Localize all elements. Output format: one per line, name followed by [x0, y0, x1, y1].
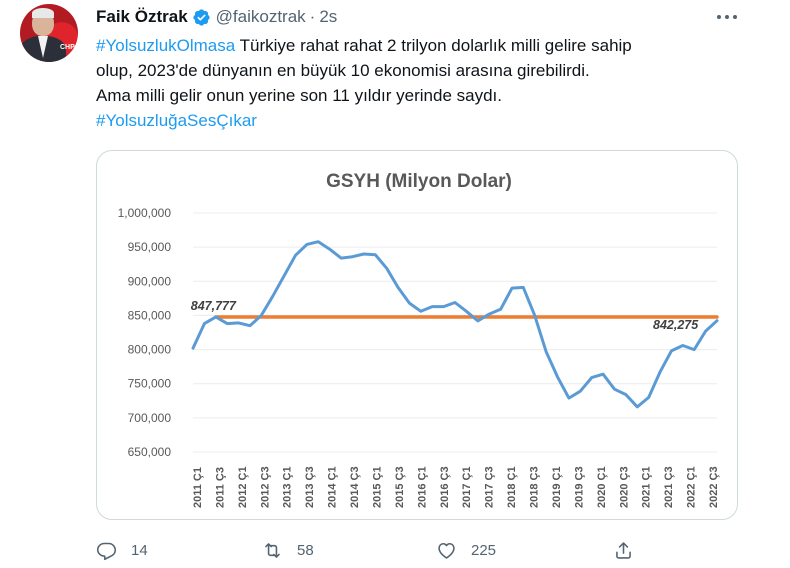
- x-tick-label: 2021 Ç3: [663, 466, 675, 508]
- x-tick-label: 2012 Ç1: [237, 466, 249, 508]
- like-icon: [438, 542, 455, 559]
- tweet-line-4: #YolsuzluğaSesÇıkar: [96, 108, 736, 133]
- x-tick-label: 2022 Ç1: [686, 466, 698, 508]
- tweet-actions: 14 58 225: [96, 536, 636, 564]
- avatar-shirt: [38, 36, 48, 58]
- tweet-line-3: Ama milli gelir onun yerine son 11 yıldı…: [96, 86, 502, 105]
- x-tick-label: 2019 Ç1: [551, 466, 563, 508]
- more-dot: [717, 15, 721, 19]
- chart-marks: [191, 240, 719, 409]
- x-tick-label: 2014 Ç3: [349, 466, 361, 508]
- tweet-media-card[interactable]: GSYH (Milyon Dolar) 1,000,000 950,000 900,…: [96, 150, 738, 520]
- data-labels: 847,777 842,275: [191, 299, 699, 332]
- gdp-line-chart: GSYH (Milyon Dolar) 1,000,000 950,000 900,…: [118, 171, 720, 508]
- avatar-hair: [32, 8, 54, 18]
- x-tick-label: 2018 Ç3: [529, 466, 541, 508]
- x-tick-label: 2016 Ç1: [416, 466, 428, 508]
- tweet-line-2: olup, 2023'de dünyanın en büyük 10 ekono…: [96, 61, 590, 80]
- x-tick-label: 2019 Ç3: [573, 466, 585, 508]
- reply-button[interactable]: 14: [96, 536, 148, 564]
- y-tick-label: 900,000: [128, 274, 172, 288]
- x-tick-label: 2011 Ç3: [214, 467, 226, 508]
- x-tick-label: 2016 Ç3: [439, 466, 451, 508]
- separator-dot: ·: [309, 7, 316, 26]
- like-count: 225: [471, 541, 497, 559]
- more-dot: [733, 15, 737, 19]
- gridlines: [193, 212, 717, 453]
- x-tick-label: 2015 Ç1: [371, 466, 383, 508]
- y-tick-label: 800,000: [128, 343, 172, 357]
- y-tick-label: 650,000: [128, 445, 172, 459]
- x-tick-label: 2020 Ç3: [618, 466, 630, 508]
- y-tick-label: 750,000: [128, 377, 172, 391]
- x-tick-label: 2021 Ç1: [641, 466, 653, 508]
- like-button[interactable]: 225: [436, 536, 496, 564]
- retweet-button[interactable]: 58: [262, 536, 314, 564]
- author-handle[interactable]: @faikoztrak: [215, 7, 306, 26]
- y-tick-label: 1,000,000: [118, 206, 172, 220]
- share-button[interactable]: [613, 536, 634, 564]
- hashtag-yolsuzlukolmasa[interactable]: #YolsuzlukOlmasa: [96, 36, 236, 55]
- tweet-text-segment: Türkiye rahat rahat 2 trilyon dolarlık m…: [235, 36, 632, 55]
- x-tick-label: 2011 Ç1: [192, 467, 204, 508]
- annotation-start-value: 847,777: [191, 299, 237, 313]
- reply-count: 14: [131, 541, 148, 559]
- annotation-end-value: 842,275: [653, 318, 699, 332]
- x-tick-label: 2020 Ç1: [596, 466, 608, 508]
- tweet-line-1: #YolsuzlukOlmasa Türkiye rahat rahat 2 t…: [96, 33, 736, 58]
- chart-title: GSYH (Milyon Dolar): [326, 171, 512, 192]
- more-dot: [725, 15, 729, 19]
- more-options-icon[interactable]: [714, 8, 740, 26]
- y-tick-label: 950,000: [128, 240, 172, 254]
- x-tick-label: 2017 Ç3: [484, 466, 496, 508]
- tweet-timestamp[interactable]: 2s: [319, 7, 338, 26]
- y-axis-ticks: 1,000,000 950,000 900,000 850,000 800,000 750…: [118, 206, 172, 459]
- avatar[interactable]: CHP: [20, 4, 78, 62]
- y-tick-label: 700,000: [128, 411, 172, 425]
- x-tick-label: 2014 Ç1: [327, 466, 339, 508]
- series-line-gdp: [191, 240, 719, 409]
- x-tick-label: 2017 Ç1: [461, 466, 473, 508]
- reply-icon: [96, 542, 117, 560]
- x-tick-label: 2022 Ç3: [708, 466, 720, 508]
- verified-badge-icon: [193, 8, 210, 26]
- x-tick-label: 2012 Ç3: [259, 466, 271, 508]
- author-name[interactable]: Faik Öztrak: [96, 7, 188, 26]
- x-axis-ticks: 2011 Ç1 2011 Ç3 2012 Ç1 2012 Ç3 2013 Ç1 2013 …: [192, 466, 720, 508]
- x-tick-label: 2013 Ç1: [282, 466, 294, 508]
- hashtag-yolsuzlugasescikar[interactable]: #YolsuzluğaSesÇıkar: [96, 111, 257, 130]
- retweet-count: 58: [297, 541, 314, 559]
- x-tick-label: 2015 Ç3: [394, 466, 406, 508]
- y-tick-label: 850,000: [128, 308, 172, 322]
- x-tick-label: 2018 Ç1: [506, 466, 518, 508]
- tweet-text: #YolsuzlukOlmasa Türkiye rahat rahat 2 t…: [96, 33, 736, 133]
- x-tick-label: 2013 Ç3: [304, 466, 316, 508]
- avatar-party-logo: CHP: [60, 44, 75, 51]
- retweet-icon: [265, 542, 280, 558]
- share-icon: [616, 541, 631, 559]
- tweet-header: Faik Öztrak @faikoztrak · 2s: [96, 5, 337, 29]
